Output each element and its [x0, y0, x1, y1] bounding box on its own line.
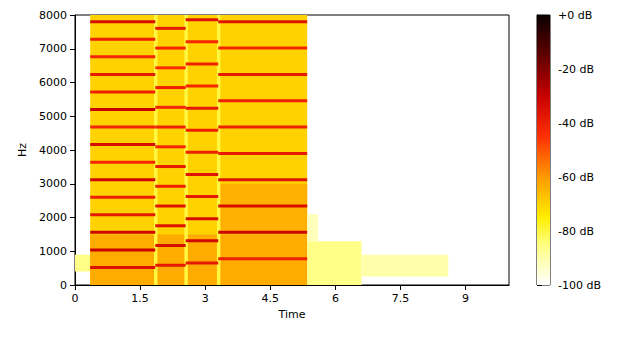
svg-text:3000: 3000	[39, 177, 67, 190]
svg-text:-80 dB: -80 dB	[558, 225, 594, 238]
svg-text:3: 3	[202, 292, 209, 305]
svg-text:7000: 7000	[39, 42, 67, 55]
svg-text:9: 9	[462, 292, 469, 305]
svg-text:8000: 8000	[39, 9, 67, 22]
svg-text:-60 dB: -60 dB	[558, 171, 594, 184]
svg-text:2000: 2000	[39, 211, 67, 224]
svg-text:1000: 1000	[39, 245, 67, 258]
svg-text:-100 dB: -100 dB	[558, 279, 601, 292]
svg-text:Time: Time	[278, 308, 306, 321]
svg-text:Hz: Hz	[16, 143, 29, 157]
svg-text:-40 dB: -40 dB	[558, 117, 594, 130]
svg-text:7.5: 7.5	[392, 292, 410, 305]
svg-text:0: 0	[60, 279, 67, 292]
svg-text:5000: 5000	[39, 110, 67, 123]
svg-text:6: 6	[332, 292, 339, 305]
svg-text:4000: 4000	[39, 144, 67, 157]
svg-text:-20 dB: -20 dB	[558, 63, 594, 76]
svg-text:0: 0	[72, 292, 79, 305]
svg-text:4.5: 4.5	[262, 292, 280, 305]
svg-text:+0 dB: +0 dB	[558, 9, 592, 22]
svg-text:6000: 6000	[39, 76, 67, 89]
svg-text:1.5: 1.5	[131, 292, 149, 305]
